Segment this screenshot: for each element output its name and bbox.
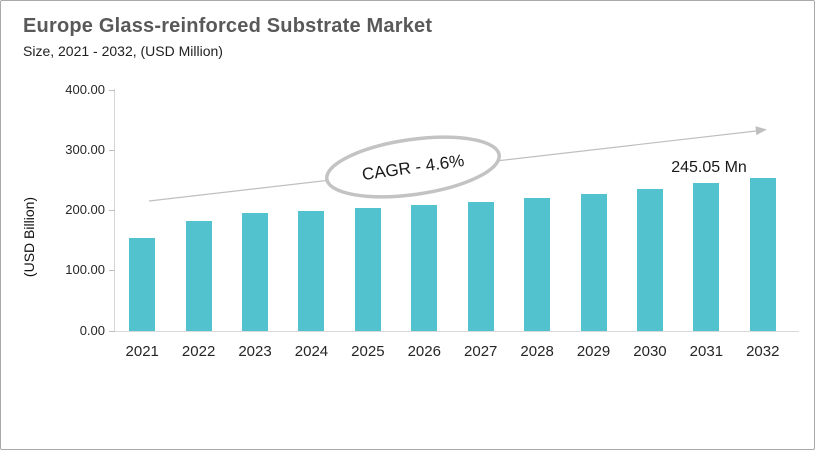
chart-subtitle: Size, 2021 - 2032, (USD Million) <box>23 43 223 59</box>
bar-2024 <box>298 210 325 331</box>
y-tick-label: 300.00 <box>65 141 105 157</box>
cagr-label: CAGR - 4.6% <box>361 151 466 184</box>
y-tick-label: 200.00 <box>65 202 105 217</box>
x-tick-label-2032: 2032 <box>746 343 780 360</box>
bar-2022 <box>185 220 212 331</box>
x-tick-label-2028: 2028 <box>520 343 554 360</box>
cagr-ellipse <box>325 135 501 199</box>
bar-2026 <box>411 205 438 331</box>
bar-2030 <box>636 188 663 331</box>
x-tick-label-2030: 2030 <box>633 343 667 360</box>
y-tick-label: 100.00 <box>65 262 105 278</box>
y-tick-mark <box>109 149 115 151</box>
x-tick-label-2021: 2021 <box>125 343 159 360</box>
bar-2023 <box>242 212 269 331</box>
chart-title: Europe Glass-reinforced Substrate Market <box>23 15 433 37</box>
trend-arrowhead-icon <box>755 126 767 136</box>
x-tick-label-2023: 2023 <box>238 343 272 360</box>
x-axis-line <box>114 331 799 332</box>
y-tick-mark <box>109 330 115 332</box>
x-tick-label-2024: 2024 <box>294 343 329 360</box>
bar-2027 <box>467 202 494 331</box>
y-tick-mark <box>109 270 115 272</box>
bar-2032 <box>749 178 776 331</box>
bar-2028 <box>524 198 551 331</box>
x-tick-label-2022: 2022 <box>181 343 216 360</box>
y-tick-label: 400.00 <box>65 81 105 97</box>
bar-2025 <box>354 208 381 331</box>
y-tick-label: 0.00 <box>79 322 105 338</box>
x-tick-label-2027: 2027 <box>464 343 498 360</box>
bar-2021 <box>129 238 156 331</box>
bar-2029 <box>580 193 607 331</box>
x-tick-label-2026: 2026 <box>407 343 441 360</box>
x-tick-label-2031: 2031 <box>689 343 724 360</box>
bar-2031 <box>693 183 720 331</box>
x-tick-label-2025: 2025 <box>351 343 385 360</box>
y-tick-mark <box>109 210 115 211</box>
bar-value-label: 245.05 Mn <box>671 159 747 176</box>
y-tick-mark <box>109 89 115 91</box>
x-tick-label-2029: 2029 <box>576 343 611 360</box>
